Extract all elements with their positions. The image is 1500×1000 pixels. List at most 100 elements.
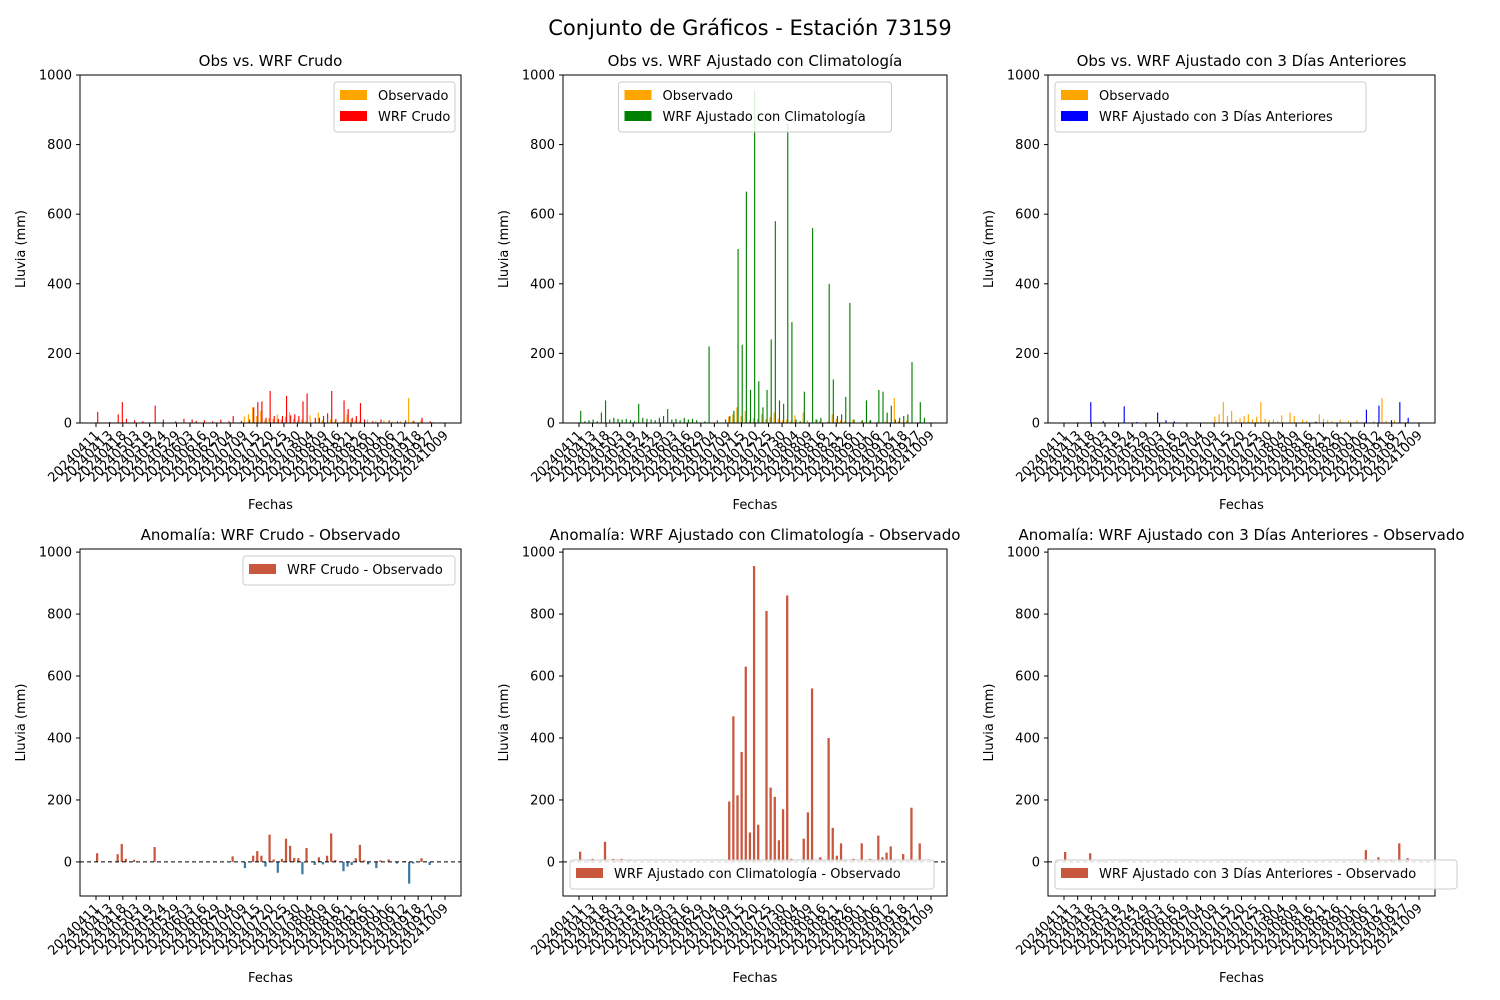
bar [1226, 416, 1229, 423]
bar [387, 859, 390, 862]
x-axis-label: Fechas [248, 498, 293, 513]
bar [638, 403, 640, 423]
legend-label: WRF Ajustado con 3 Días Anteriores [1099, 110, 1333, 125]
bar [335, 418, 337, 423]
bar [1289, 412, 1291, 423]
bar [1260, 402, 1262, 423]
y-tick-label: 1000 [522, 69, 555, 84]
y-axis-label: Lluvia (mm) [497, 684, 512, 762]
bar [321, 420, 323, 423]
bar [770, 339, 772, 423]
bar [885, 852, 888, 862]
bar [301, 419, 303, 423]
bar [911, 362, 913, 423]
subplot-3: Obs vs. WRF Ajustado con 3 Días Anterior… [982, 52, 1436, 513]
bar [613, 417, 615, 423]
bar [621, 419, 623, 423]
bar [902, 854, 905, 862]
y-tick-label: 800 [1015, 608, 1040, 623]
bar [249, 419, 251, 423]
bar [305, 421, 307, 423]
bar [787, 123, 789, 423]
bar [579, 851, 582, 862]
bar [314, 417, 316, 423]
bar [408, 861, 411, 884]
subplot-title: Obs vs. WRF Crudo [199, 52, 343, 70]
bar [1399, 402, 1401, 423]
bar [334, 860, 337, 862]
bar [749, 389, 752, 423]
bar [429, 421, 431, 423]
bar [761, 414, 763, 423]
x-axis-label: Fechas [248, 971, 293, 986]
bar [849, 302, 851, 423]
bar [766, 389, 768, 423]
bar [580, 410, 582, 423]
bar [1314, 421, 1316, 423]
bar [806, 420, 808, 423]
bar [752, 566, 756, 862]
bar [870, 420, 872, 423]
bar [142, 421, 144, 423]
bar [773, 796, 776, 862]
bar [281, 416, 284, 423]
bar [358, 844, 362, 862]
bar [1365, 409, 1367, 423]
bar [762, 407, 764, 423]
y-tick-label: 0 [547, 855, 555, 870]
bar [1407, 417, 1409, 423]
bar [790, 421, 792, 423]
bar [351, 417, 353, 423]
bar [342, 421, 344, 423]
subplot-1: Obs vs. WRF Crudo02004006008001000202404… [14, 52, 462, 513]
bar [1373, 421, 1375, 423]
axes-frame [1047, 548, 1436, 897]
bar [903, 416, 905, 423]
bar [654, 420, 656, 423]
legend-swatch [624, 111, 652, 121]
bar [642, 417, 644, 423]
bar [1348, 420, 1350, 423]
y-axis-label: Lluvia (mm) [14, 684, 29, 762]
bar [757, 824, 760, 862]
bar [183, 418, 185, 423]
bar [812, 228, 814, 423]
bar [600, 412, 602, 423]
subplot-6: Anomalía: WRF Ajustado con 3 Días Anteri… [982, 526, 1465, 986]
legend: Observado WRF Crudo [333, 81, 456, 133]
bar [265, 417, 267, 423]
bar [844, 421, 846, 423]
bar [301, 861, 304, 875]
bar [882, 391, 884, 423]
bar [379, 860, 382, 862]
bar [1327, 420, 1329, 423]
y-tick-label: 800 [1015, 138, 1040, 153]
bar [330, 833, 333, 862]
bar [836, 416, 839, 423]
bar [1264, 418, 1266, 423]
bar [592, 419, 594, 423]
y-tick-label: 1000 [1007, 69, 1040, 84]
bar [827, 421, 829, 423]
bar [765, 610, 768, 862]
bar [203, 420, 206, 423]
bar [732, 414, 734, 423]
bar [1090, 402, 1092, 423]
bar [1281, 415, 1283, 423]
y-tick-label: 200 [1015, 793, 1040, 808]
bar [752, 418, 755, 423]
bar [828, 283, 830, 423]
bar [897, 420, 900, 423]
bar [1136, 421, 1138, 423]
bar [799, 421, 801, 423]
bar [889, 846, 892, 862]
bar [247, 414, 250, 423]
x-axis-label: Fechas [1219, 498, 1264, 513]
y-tick-label: 600 [1015, 670, 1040, 685]
subplot-2: Obs vs. WRF Ajustado con Climatología 0 20… [497, 52, 948, 513]
bar [302, 401, 304, 423]
bar [412, 861, 415, 864]
bar [633, 421, 636, 423]
bar [885, 421, 887, 423]
bar [252, 855, 255, 862]
